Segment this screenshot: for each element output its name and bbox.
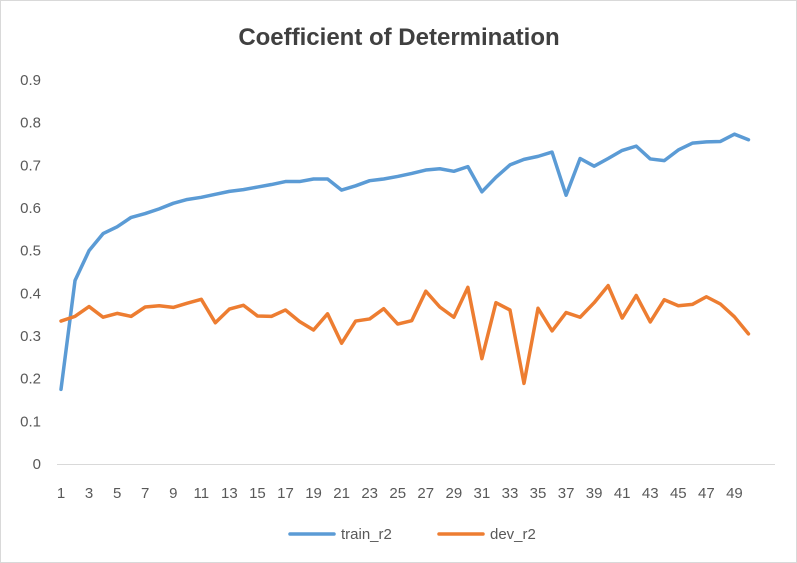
y-tick-label: 0.7 [20,157,41,174]
y-tick-label: 0.5 [20,243,41,260]
y-tick-label: 0.2 [20,371,41,388]
x-tick-label: 27 [417,485,434,502]
x-tick-label: 5 [113,485,121,502]
y-tick-label: 0.4 [20,285,41,302]
x-tick-label: 19 [305,485,322,502]
x-tick-label: 29 [445,485,462,502]
x-tick-label: 31 [474,485,491,502]
legend-label: dev_r2 [490,526,536,543]
x-tick-label: 45 [670,485,687,502]
legend: train_r2 dev_r2 [288,526,536,543]
x-tick-label: 17 [277,485,294,502]
x-tick-label: 33 [502,485,519,502]
x-axis-ticks: 1 3 5 7 9 11 13 15 17 19 21 23 25 27 29 31 33 35 37 39 41 43 4… [57,485,743,502]
series-lines [59,132,751,392]
y-tick-label: 0.9 [20,72,41,89]
y-axis-ticks: 0 0.1 0.2 0.3 0.4 0.5 0.6 0.7 0.8 0.9 [20,72,41,473]
y-tick-label: 0.1 [20,413,41,430]
series-line-train-r2 [59,132,751,392]
x-tick-label: 21 [333,485,350,502]
x-tick-label: 47 [698,485,715,502]
x-tick-label: 39 [586,485,603,502]
x-tick-label: 7 [141,485,149,502]
x-tick-label: 3 [85,485,93,502]
x-tick-label: 23 [361,485,378,502]
y-tick-label: 0.3 [20,328,41,345]
x-tick-label: 13 [221,485,238,502]
y-tick-label: 0.8 [20,115,41,132]
x-tick-label: 15 [249,485,266,502]
x-tick-label: 9 [169,485,177,502]
legend-label: train_r2 [341,526,392,543]
x-tick-label: 41 [614,485,631,502]
series-line-dev-r2 [59,283,751,386]
x-tick-label: 37 [558,485,575,502]
x-tick-label: 11 [194,485,210,502]
x-tick-label: 43 [642,485,659,502]
chart-title: Coefficient of Determination [238,24,559,51]
x-tick-label: 1 [57,485,65,502]
x-tick-label: 25 [389,485,406,502]
x-tick-label: 35 [530,485,547,502]
y-tick-label: 0.6 [20,200,41,217]
y-tick-label: 0 [33,456,41,473]
x-tick-label: 49 [726,485,743,502]
